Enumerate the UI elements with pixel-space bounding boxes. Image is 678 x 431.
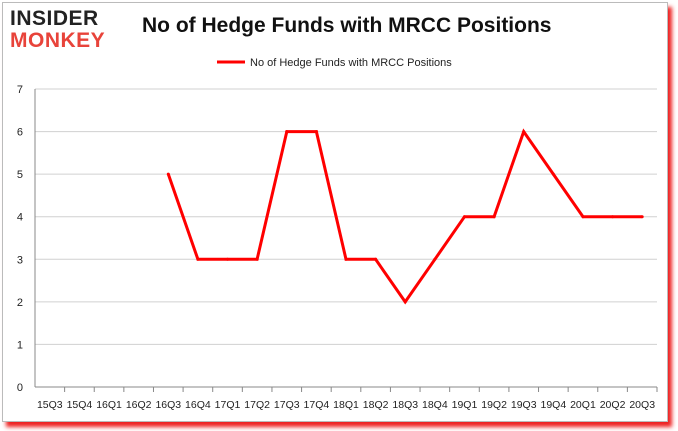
logo-line2: MONKEY xyxy=(10,29,106,52)
y-tick-label: 2 xyxy=(17,297,23,309)
y-tick-label: 4 xyxy=(17,212,23,224)
x-tick-label: 20Q2 xyxy=(600,399,626,411)
data-point xyxy=(196,257,200,261)
data-point xyxy=(314,130,318,134)
insider-monkey-logo: INSIDER MONKEY xyxy=(10,8,105,52)
x-tick-label: 19Q4 xyxy=(540,399,566,411)
data-point xyxy=(285,130,289,134)
x-tick-label: 19Q3 xyxy=(511,399,537,411)
y-tick-label: 7 xyxy=(17,84,23,96)
x-tick-label: 15Q3 xyxy=(37,399,63,411)
x-tick-label: 16Q3 xyxy=(155,399,181,411)
x-tick-label: 17Q2 xyxy=(244,399,270,411)
y-tick-label: 3 xyxy=(17,254,23,266)
data-point xyxy=(374,257,378,261)
y-tick-label: 1 xyxy=(17,339,23,351)
logo-line1: INSIDER xyxy=(10,7,99,30)
x-tick-label: 16Q4 xyxy=(185,399,211,411)
x-tick-label: 16Q1 xyxy=(96,399,122,411)
y-tick-label: 5 xyxy=(17,169,23,181)
x-tick-label: 18Q3 xyxy=(392,399,418,411)
x-tick-label: 18Q4 xyxy=(422,399,448,411)
x-tick-label: 20Q3 xyxy=(629,399,655,411)
y-tick-label: 6 xyxy=(17,127,23,139)
x-tick-label: 16Q2 xyxy=(126,399,152,411)
data-point xyxy=(462,215,466,219)
x-tick-label: 20Q1 xyxy=(570,399,596,411)
x-tick-label: 18Q2 xyxy=(363,399,389,411)
data-point xyxy=(255,257,259,261)
chart-title: No of Hedge Funds with MRCC Positions xyxy=(142,14,552,37)
x-tick-label: 18Q1 xyxy=(333,399,359,411)
legend-label: No of Hedge Funds with MRCC Positions xyxy=(250,57,452,69)
data-point xyxy=(492,215,496,219)
data-point xyxy=(226,257,230,261)
x-tick-label: 19Q2 xyxy=(481,399,507,411)
data-point xyxy=(522,130,526,134)
data-point xyxy=(403,300,407,304)
x-tick-label: 15Q4 xyxy=(67,399,93,411)
data-point xyxy=(344,257,348,261)
y-tick-label: 0 xyxy=(17,382,23,394)
x-tick-label: 19Q1 xyxy=(452,399,478,411)
x-tick-label: 17Q1 xyxy=(215,399,241,411)
data-point xyxy=(640,215,644,219)
x-tick-label: 17Q3 xyxy=(274,399,300,411)
data-point xyxy=(166,172,170,176)
data-point xyxy=(581,215,585,219)
data-point xyxy=(433,257,437,261)
data-point xyxy=(551,172,555,176)
data-point xyxy=(611,215,615,219)
x-tick-label: 17Q4 xyxy=(304,399,330,411)
